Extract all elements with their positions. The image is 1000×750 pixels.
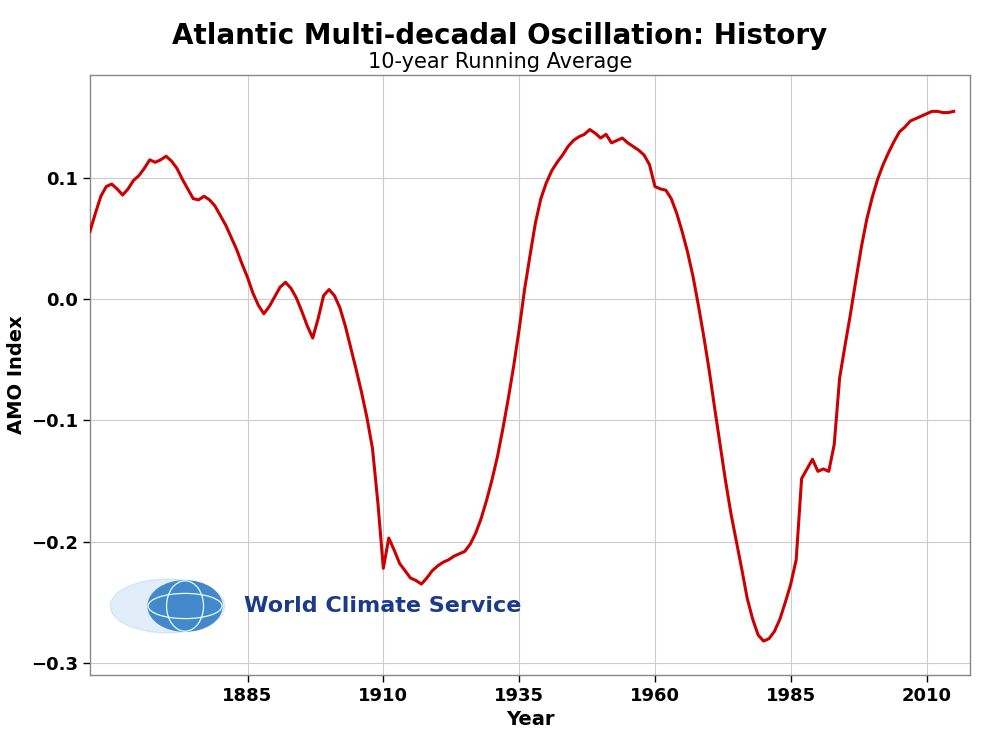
Ellipse shape [110,579,225,633]
Text: Atlantic Multi-decadal Oscillation: History: Atlantic Multi-decadal Oscillation: Hist… [172,22,828,50]
Circle shape [148,580,222,632]
Y-axis label: AMO Index: AMO Index [7,316,26,434]
X-axis label: Year: Year [506,710,554,729]
Text: World Climate Service: World Climate Service [244,596,521,616]
Text: 10-year Running Average: 10-year Running Average [368,53,632,73]
